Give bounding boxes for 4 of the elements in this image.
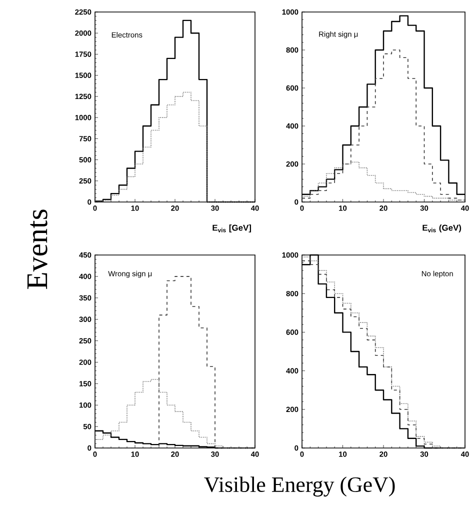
x-axis-title: E$_{vis}$ (GeV) [422, 224, 462, 232]
y-axis-title: Events [27, 210, 48, 290]
x-axis-title: E$_{vis}$ [GeV] [212, 224, 251, 232]
x-axis-title: Visible Energy (GeV) [204, 476, 395, 497]
